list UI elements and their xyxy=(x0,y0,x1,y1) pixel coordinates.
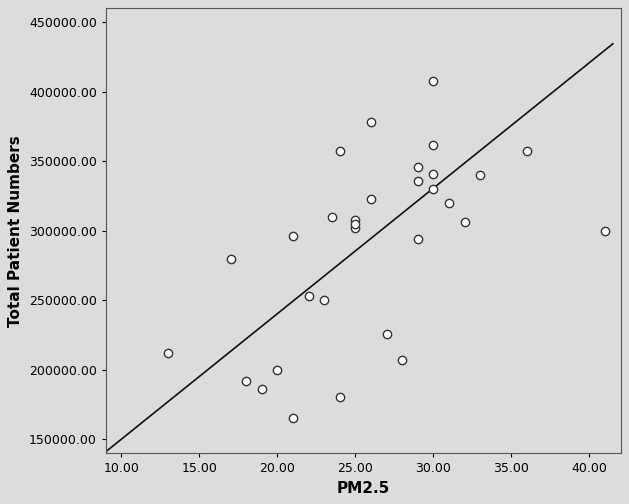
Point xyxy=(335,148,345,156)
Point xyxy=(413,163,423,171)
Point xyxy=(428,185,438,193)
Point xyxy=(257,385,267,393)
Point xyxy=(163,349,173,357)
X-axis label: PM2.5: PM2.5 xyxy=(337,481,390,495)
Point xyxy=(350,224,360,232)
Point xyxy=(319,296,329,304)
Y-axis label: Total Patient Numbers: Total Patient Numbers xyxy=(8,135,23,327)
Point xyxy=(428,170,438,178)
Point xyxy=(226,255,236,263)
Point xyxy=(382,330,392,338)
Point xyxy=(428,141,438,149)
Point xyxy=(288,414,298,422)
Point xyxy=(241,377,251,385)
Point xyxy=(366,195,376,203)
Point xyxy=(288,232,298,240)
Point xyxy=(350,216,360,224)
Point xyxy=(350,220,360,228)
Point xyxy=(476,171,486,179)
Point xyxy=(522,148,532,156)
Point xyxy=(413,176,423,184)
Point xyxy=(304,292,314,300)
Point xyxy=(428,77,438,85)
Point xyxy=(366,118,376,127)
Point xyxy=(335,394,345,402)
Point xyxy=(413,235,423,243)
Point xyxy=(460,218,470,226)
Point xyxy=(327,213,337,221)
Point xyxy=(444,199,454,207)
Point xyxy=(397,356,407,364)
Point xyxy=(600,227,610,235)
Point xyxy=(272,366,282,374)
